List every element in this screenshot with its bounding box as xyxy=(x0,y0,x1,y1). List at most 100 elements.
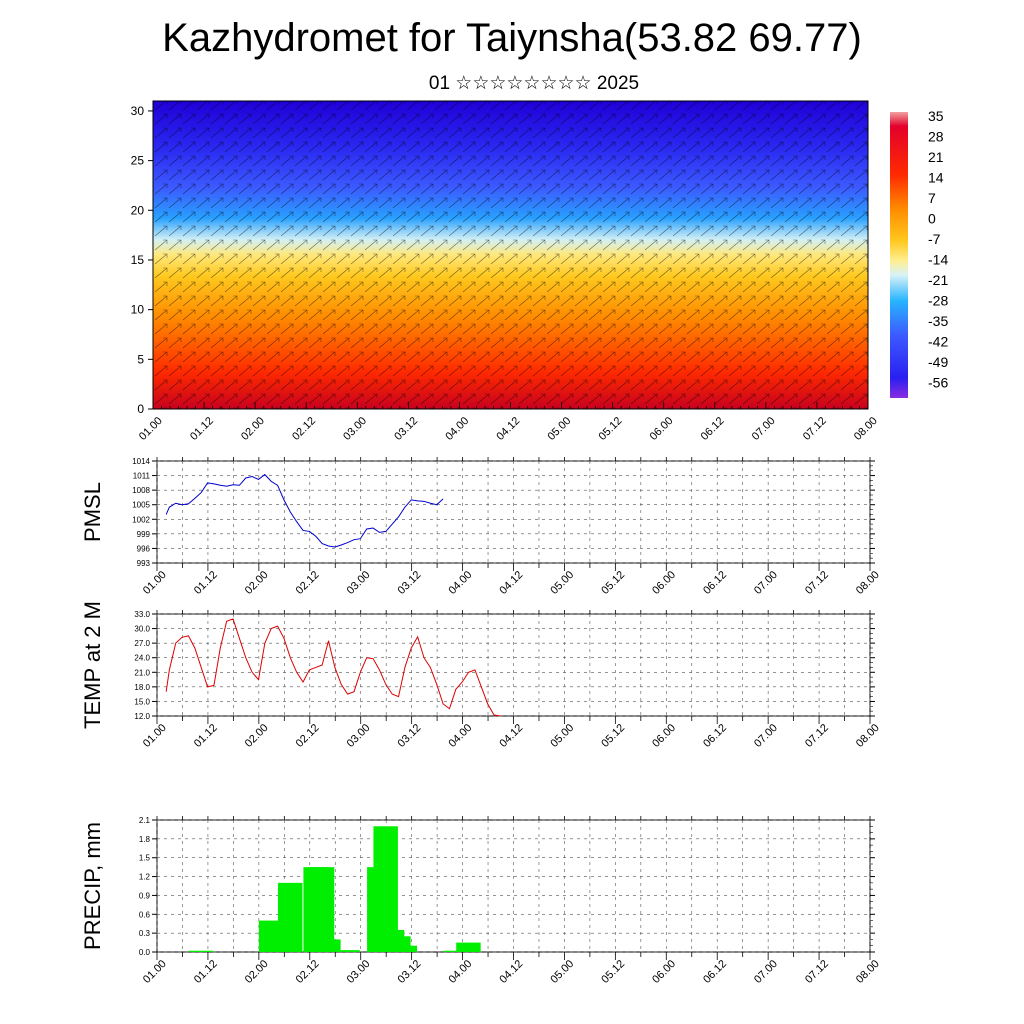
y-tick-label: 30 xyxy=(131,104,145,118)
y-tick-label: 15.0 xyxy=(134,697,150,706)
colorbar-label: 28 xyxy=(928,129,944,145)
x-tick-label: 06.00 xyxy=(650,722,678,750)
y-tick-label: 1.8 xyxy=(139,835,151,844)
temperature-cross-section: 0 5 10 15 20 25 30 01.00 01.12 02.00 02.12 03.00 03… xyxy=(131,100,880,443)
y-axis-title: TEMP at 2 M xyxy=(80,601,105,729)
x-tick-label: 06.00 xyxy=(650,569,678,597)
y-axis-title: PRECIP, mm xyxy=(80,822,105,950)
x-tick-label: 04.12 xyxy=(497,722,525,750)
x-tick-label: 04.12 xyxy=(497,569,525,597)
y-tick-label: 1.2 xyxy=(139,873,151,882)
x-tick-label: 07.00 xyxy=(750,415,778,443)
precip-bar xyxy=(277,882,303,952)
x-tick-label: 08.00 xyxy=(854,722,882,750)
y-tick-label: 0.6 xyxy=(139,910,151,919)
colorbar-label: 14 xyxy=(928,170,944,186)
page-subtitle: 01 ☆☆☆☆☆☆☆☆ 2025 xyxy=(428,73,640,94)
colorbar-label: -21 xyxy=(928,272,948,288)
x-tick-label: 03.12 xyxy=(396,569,424,597)
x-tick-label: 05.12 xyxy=(597,415,625,443)
y-tick-label: 0.3 xyxy=(139,929,151,938)
x-tick-label: 03.00 xyxy=(345,569,373,597)
x-tick-label: 07.12 xyxy=(803,722,831,750)
precip-bar xyxy=(188,950,214,952)
temp-series-line xyxy=(165,618,501,717)
y-tick-label: 21.0 xyxy=(134,668,150,677)
precip-bar xyxy=(309,867,335,952)
x-tick-label: 06.00 xyxy=(650,958,678,986)
cross-section-y-axis: 0 5 10 15 20 25 30 xyxy=(131,104,153,416)
x-tick-label: 05.12 xyxy=(599,569,627,597)
precip-bar xyxy=(335,950,360,952)
x-tick-label: 07.00 xyxy=(752,958,780,986)
x-tick-label: 04.00 xyxy=(446,958,474,986)
x-tick-label: 07.00 xyxy=(752,569,780,597)
x-tick-label: 03.00 xyxy=(345,722,373,750)
y-tick-label: 10 xyxy=(131,303,145,317)
x-tick-label: 02.12 xyxy=(294,958,322,986)
pmsl-series-line xyxy=(165,473,444,548)
colorbar-label: 21 xyxy=(928,149,944,165)
y-tick-label: 30.0 xyxy=(134,625,150,634)
y-tick-label: 1.5 xyxy=(139,854,151,863)
x-tick-label: 05.00 xyxy=(548,569,576,597)
x-tick-label: 04.00 xyxy=(446,722,474,750)
x-tick-label: 05.00 xyxy=(548,722,576,750)
precip-bar xyxy=(443,950,468,952)
colorbar-label: -7 xyxy=(928,231,941,247)
colorbar-label: -42 xyxy=(928,334,948,350)
x-tick-label: 06.12 xyxy=(701,569,729,597)
y-tick-label: 999 xyxy=(137,530,151,539)
x-tick-label: 04.00 xyxy=(446,569,474,597)
x-tick-label: 05.00 xyxy=(545,415,573,443)
y-tick-label: 20 xyxy=(131,203,145,217)
x-tick-label: 07.00 xyxy=(752,722,780,750)
x-tick-label: 02.12 xyxy=(290,415,318,443)
y-tick-label: 993 xyxy=(137,559,151,568)
y-tick-label: 25 xyxy=(131,154,145,168)
x-tick-label: 03.12 xyxy=(396,958,424,986)
x-tick-label: 02.12 xyxy=(294,722,322,750)
precip-bar xyxy=(392,945,418,952)
x-tick-label: 03.12 xyxy=(392,415,420,443)
y-tick-label: 15 xyxy=(131,253,145,267)
y-tick-label: 1002 xyxy=(132,515,150,524)
colorbar-label: -49 xyxy=(928,354,948,370)
page-title: Kazhydromet for Taiynsha(53.82 69.77) xyxy=(162,16,862,60)
y-tick-label: 1005 xyxy=(132,501,150,510)
y-tick-label: 2.1 xyxy=(139,816,151,825)
x-tick-label: 05.00 xyxy=(548,958,576,986)
pmsl-chart: 993 996 999 1002 1005 1008 1011 1014 01.00 01.12 0… xyxy=(80,457,882,597)
x-tick-label: 07.12 xyxy=(803,569,831,597)
y-tick-label: 0 xyxy=(137,402,144,416)
precip-bar xyxy=(456,942,481,952)
x-tick-label: 04.12 xyxy=(494,415,522,443)
colorbar-label: -35 xyxy=(928,313,948,329)
x-tick-label: 03.00 xyxy=(345,958,373,986)
y-tick-label: 1014 xyxy=(132,457,150,466)
x-tick-label: 04.12 xyxy=(497,958,525,986)
y-tick-label: 1008 xyxy=(132,486,150,495)
precip-bar xyxy=(316,939,341,952)
x-tick-label: 02.00 xyxy=(243,722,271,750)
y-axis-title: PMSL xyxy=(80,482,105,542)
x-tick-label: 01.12 xyxy=(192,722,220,750)
x-tick-label: 06.12 xyxy=(701,958,729,986)
wind-barbs-overlay xyxy=(153,101,868,409)
x-tick-label: 02.00 xyxy=(243,569,271,597)
y-tick-label: 12.0 xyxy=(134,712,150,721)
x-tick-label: 01.12 xyxy=(192,569,220,597)
x-tick-label: 03.12 xyxy=(396,722,424,750)
x-tick-label: 08.00 xyxy=(854,958,882,986)
x-tick-label: 05.12 xyxy=(599,722,627,750)
x-tick-label: 01.12 xyxy=(188,415,216,443)
colorbar-label: -56 xyxy=(928,375,948,391)
x-tick-label: 05.12 xyxy=(599,958,627,986)
x-tick-label: 01.00 xyxy=(141,569,169,597)
x-tick-label: 02.00 xyxy=(239,415,267,443)
x-tick-label: 01.12 xyxy=(192,958,220,986)
x-tick-label: 04.00 xyxy=(443,415,471,443)
y-tick-label: 5 xyxy=(137,352,144,366)
x-tick-label: 06.12 xyxy=(701,722,729,750)
